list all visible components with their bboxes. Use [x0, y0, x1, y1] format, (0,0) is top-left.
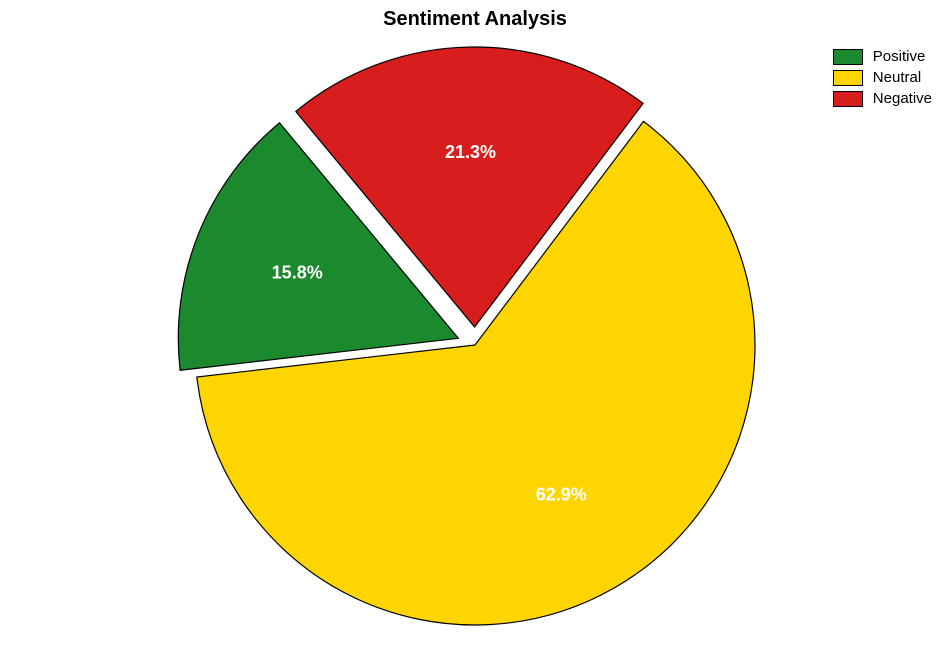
legend-label-negative: Negative [873, 90, 932, 107]
legend-item-negative: Negative [833, 90, 932, 107]
slice-label-negative: 21.3% [445, 142, 496, 162]
sentiment-pie-chart: Sentiment Analysis 62.9%15.8%21.3% Posit… [0, 0, 950, 662]
legend-item-positive: Positive [833, 48, 932, 65]
pie-svg: 62.9% 15.8% 21.3% [0, 0, 950, 662]
legend-label-positive: Positive [873, 48, 926, 65]
slice-label-neutral: 62.9% [536, 484, 587, 504]
legend-item-neutral: Neutral [833, 69, 932, 86]
slice-label-positive: 15.8% [272, 262, 323, 282]
legend: Positive Neutral Negative [833, 48, 932, 111]
legend-swatch-negative [833, 91, 863, 107]
legend-swatch-neutral [833, 70, 863, 86]
legend-label-neutral: Neutral [873, 69, 921, 86]
legend-swatch-positive [833, 49, 863, 65]
